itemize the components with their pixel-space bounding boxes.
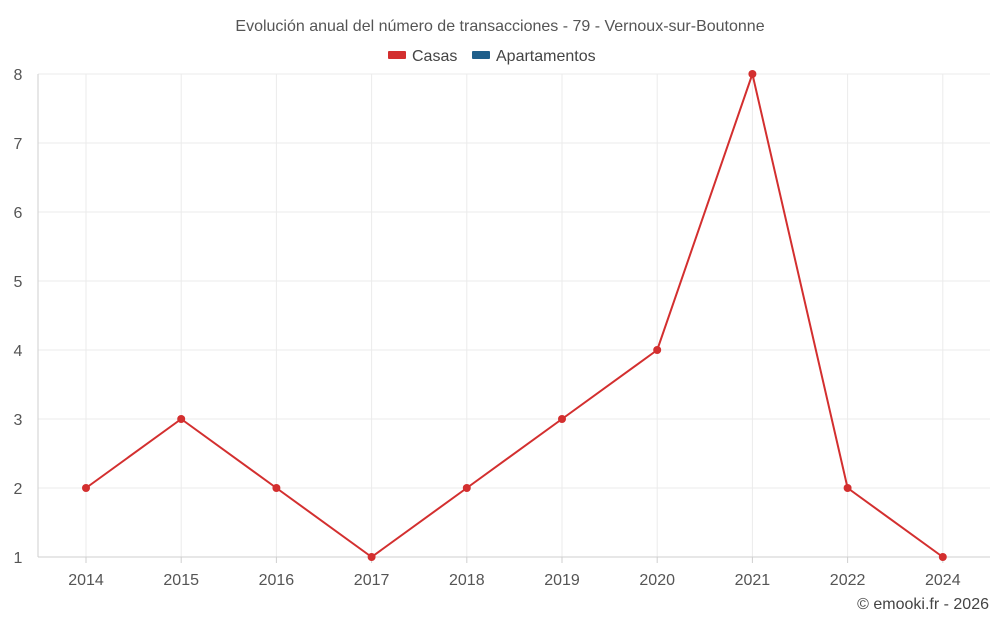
legend-swatch — [388, 51, 406, 59]
gridlines — [38, 73, 990, 558]
chart-title: Evolución anual del número de transaccio… — [235, 18, 764, 35]
x-tick-label: 2015 — [163, 572, 199, 589]
legend-item-casas[interactable]: Casas — [388, 48, 457, 65]
data-point[interactable] — [462, 484, 471, 492]
y-tick-label: 7 — [14, 136, 23, 153]
data-point[interactable] — [843, 484, 852, 492]
x-axis-ticks: 2014 2015 2016 2017 2018 2019 2020 2021 2022 2024 — [68, 557, 961, 589]
data-point[interactable] — [367, 553, 376, 561]
legend-item-apartamentos[interactable]: Apartamentos — [472, 48, 596, 65]
axes — [37, 74, 990, 558]
x-tick-label: 2016 — [259, 572, 295, 589]
legend-label: Apartamentos — [496, 48, 596, 65]
y-axis-ticks: 1 2 3 4 5 6 7 8 — [14, 67, 23, 567]
data-point[interactable] — [938, 553, 947, 561]
x-tick-label: 2021 — [735, 572, 771, 589]
x-tick-label: 2019 — [544, 572, 580, 589]
legend-swatch — [472, 51, 490, 59]
series-casas — [82, 70, 947, 561]
data-point[interactable] — [748, 70, 757, 78]
y-tick-label: 6 — [14, 205, 23, 222]
y-tick-label: 2 — [14, 481, 23, 498]
data-point[interactable] — [558, 415, 566, 423]
x-tick-label: 2020 — [639, 572, 675, 589]
x-tick-label: 2022 — [830, 572, 866, 589]
series-layer — [82, 70, 947, 561]
credit-text: © emooki.fr - 2026 — [857, 596, 989, 613]
y-tick-label: 1 — [14, 550, 23, 567]
y-tick-label: 8 — [14, 67, 23, 84]
legend-label: Casas — [412, 48, 457, 65]
legend: Casas Apartamentos — [388, 48, 596, 65]
x-tick-label: 2024 — [925, 572, 961, 589]
y-tick-label: 3 — [14, 412, 23, 429]
x-tick-label: 2018 — [449, 572, 485, 589]
data-point[interactable] — [82, 484, 90, 492]
y-tick-label: 4 — [14, 343, 23, 360]
x-tick-label: 2017 — [354, 572, 390, 589]
data-point[interactable] — [177, 415, 186, 423]
data-point[interactable] — [653, 346, 662, 354]
series-line — [85, 73, 944, 558]
x-tick-label: 2014 — [68, 572, 104, 589]
y-tick-label: 5 — [14, 274, 23, 291]
data-point[interactable] — [272, 484, 281, 492]
